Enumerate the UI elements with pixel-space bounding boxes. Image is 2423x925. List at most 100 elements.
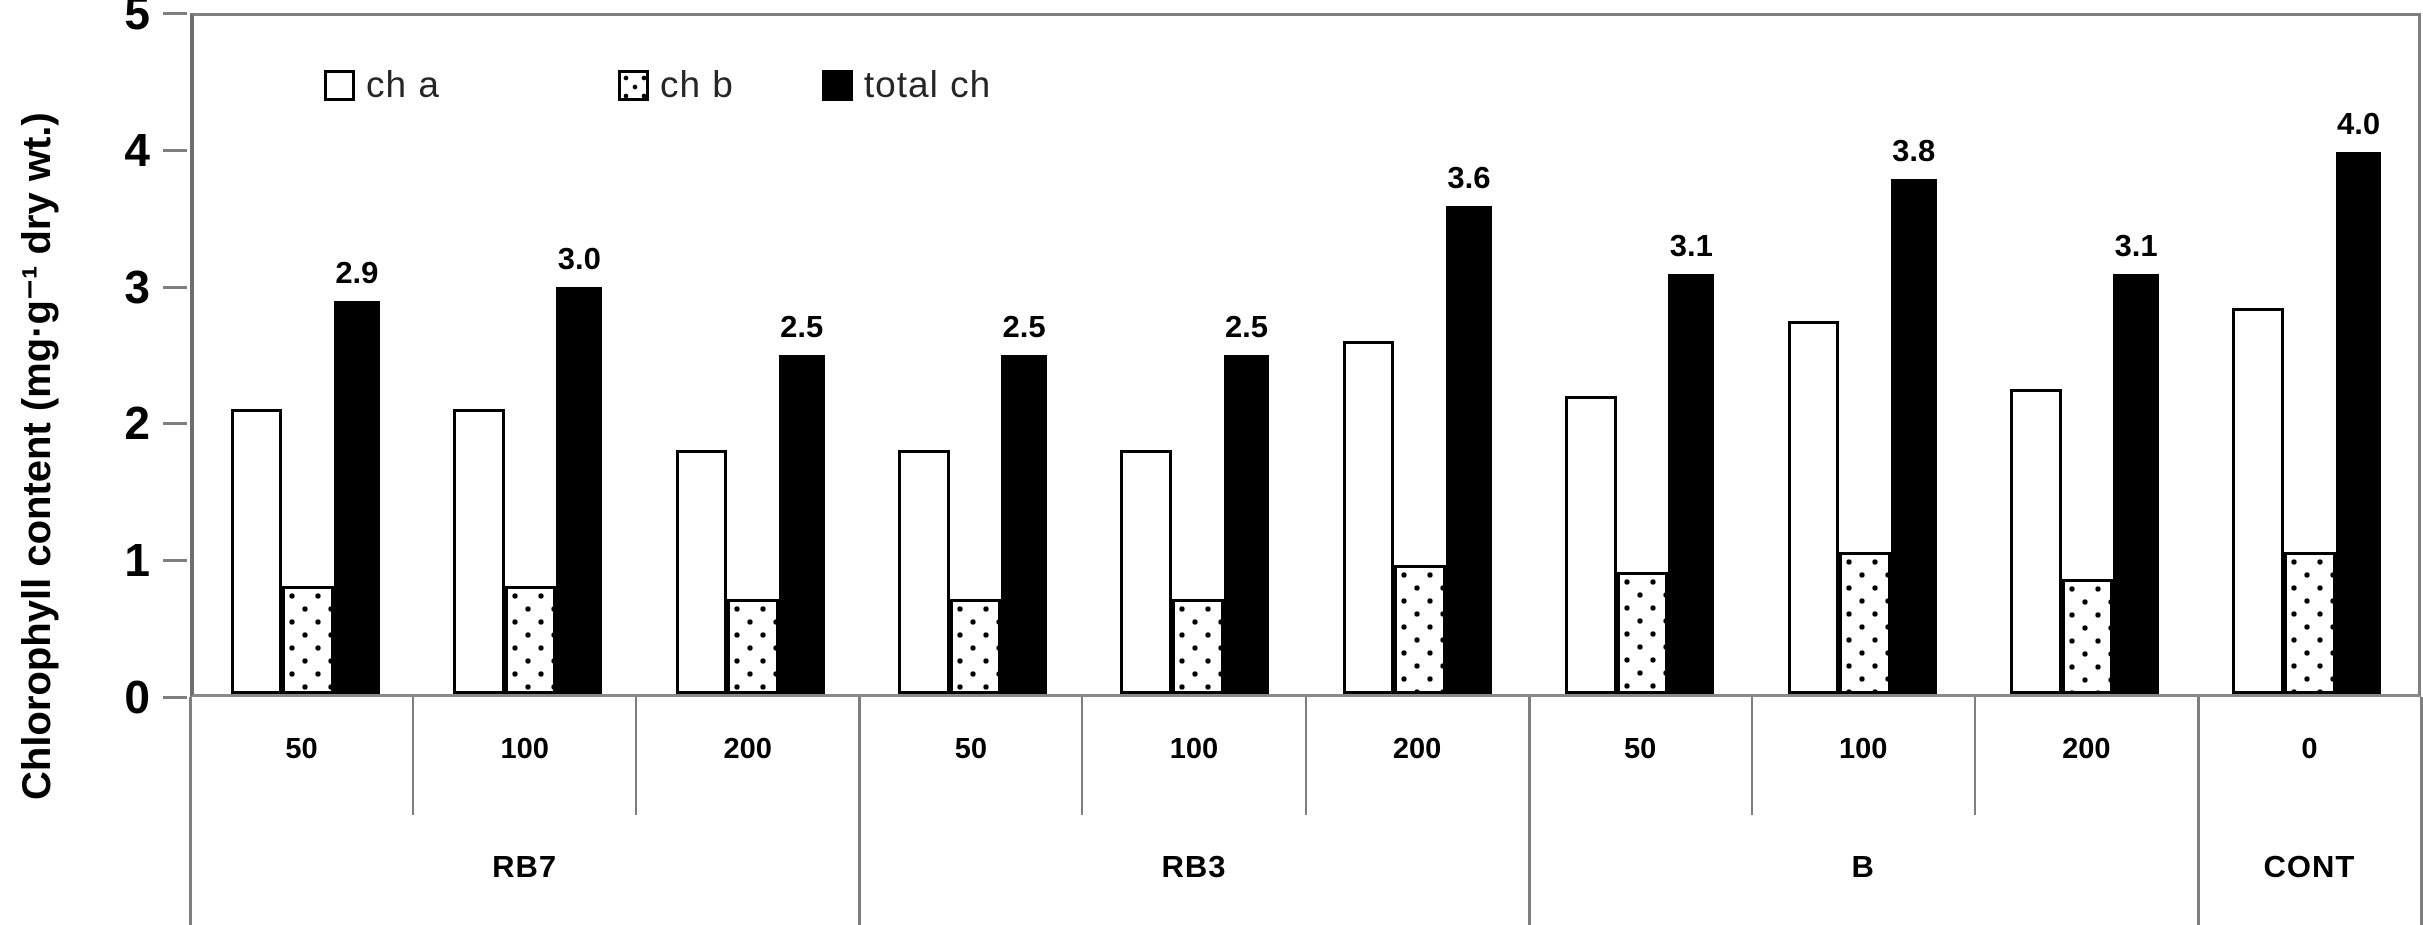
bars-row: 2.9 3.0 2.5 2.5 2.5 3.6 3.1 3.8 3.1 4.0 — [194, 16, 2418, 694]
bar-group-RB3-200: 3.6 — [1342, 16, 1492, 694]
x-tick-label: 50 — [954, 733, 987, 765]
bar-value-label: 3.8 — [1892, 132, 1936, 168]
bar-ch-a — [2232, 307, 2285, 694]
bar-ch-a — [897, 449, 950, 694]
bar-value-label: 3.0 — [557, 241, 601, 277]
group-divider-line — [189, 697, 192, 925]
bar-ch-a — [1342, 341, 1395, 694]
bar-ch-b — [1839, 551, 1891, 694]
bar-slot: 4.0 — [2196, 16, 2418, 694]
bar-ch-b — [949, 599, 1002, 694]
bar-value-label: 3.1 — [2114, 227, 2158, 263]
bar-total-ch: 3.1 — [2113, 228, 2159, 694]
dotted-square-icon — [617, 69, 649, 101]
bar-slot: 2.5 — [1084, 16, 1306, 694]
y-tick-label: 2 — [124, 397, 150, 450]
group-divider-line — [1527, 697, 1531, 925]
legend-label: total ch — [863, 64, 992, 105]
x-tick-label: 100 — [1169, 733, 1219, 765]
bar-total-ch: 3.1 — [1668, 228, 1715, 694]
bar-ch-b — [2061, 578, 2114, 694]
y-tick-mark — [163, 559, 187, 563]
bar-total-ch: 4.0 — [2335, 106, 2382, 694]
bar-group-RB3-100: 2.5 — [1120, 16, 1270, 694]
x-tick-label: 0 — [2301, 733, 2318, 765]
bar-slot: 3.8 — [1751, 16, 1973, 694]
bar-total-ch: 3.6 — [1446, 160, 1492, 694]
bar-value-label: 3.6 — [1447, 159, 1491, 195]
bar-value-label: 2.5 — [1224, 309, 1269, 344]
plot-area: ch a ch b total ch 2.9 3.0 2.5 2.5 2.5 3.6 3.1 3.… — [190, 13, 2421, 697]
bar-ch-b — [1172, 599, 1224, 694]
x-tick-label: 200 — [2062, 733, 2111, 765]
bar-ch-a — [675, 449, 728, 694]
bar-slot: 3.1 — [1528, 16, 1750, 694]
bar-group-B-100: 3.8 — [1787, 16, 1937, 694]
bar-total-ch: 2.5 — [1223, 309, 1270, 694]
bar-ch-b — [282, 585, 335, 694]
bar-slot: 2.5 — [639, 16, 861, 694]
bar-slot: 3.0 — [416, 16, 638, 694]
bar-value-label: 2.9 — [335, 254, 379, 290]
y-tick-label: 3 — [124, 260, 150, 313]
sub-divider-line — [635, 697, 638, 815]
bar-group-B-200: 3.1 — [2009, 16, 2159, 694]
y-tick-mark — [163, 148, 187, 152]
bar-total-ch: 3.0 — [556, 241, 603, 694]
y-tick-label: 5 — [124, 0, 150, 39]
bar-group-RB7-50: 2.9 — [230, 16, 380, 694]
bar-ch-a — [1565, 395, 1617, 694]
legend-item-ch-a: ch a — [324, 64, 440, 106]
bar-total-ch: 3.8 — [1890, 133, 1937, 694]
bar-ch-b — [2284, 551, 2336, 694]
sub-divider-line — [412, 697, 415, 815]
bar-slot: 3.1 — [1973, 16, 2195, 694]
x-group-label-RB3: RB3 — [1161, 849, 1227, 884]
sub-divider-line — [1304, 697, 1307, 815]
bar-ch-b — [1616, 571, 1669, 694]
y-tick-mark — [163, 12, 187, 15]
x-tick-label: 100 — [1839, 733, 1888, 765]
bar-value-label: 2.5 — [780, 309, 824, 344]
bar-value-label: 4.0 — [2336, 105, 2381, 141]
x-tick-label: 200 — [1392, 733, 1442, 765]
x-tick-label: 200 — [723, 733, 772, 765]
bar-total-ch: 2.5 — [1001, 309, 1047, 694]
x-group-label-B: B — [1851, 849, 1875, 884]
bar-slot: 2.5 — [861, 16, 1083, 694]
legend-item-total-ch: total ch — [821, 64, 992, 106]
x-axis-category-table: 50 100 200 50 100 200 50 100 200 0 RB7 RB3 B CONT — [189, 697, 2423, 925]
bar-group-B-50: 3.1 — [1565, 16, 1715, 694]
bar-ch-b — [1394, 565, 1447, 694]
bar-ch-a — [230, 409, 283, 694]
legend-label: ch b — [659, 64, 734, 105]
sub-divider-line — [1750, 697, 1753, 815]
sub-divider-line — [1973, 697, 1976, 815]
group-divider-line — [2196, 697, 2200, 925]
bar-ch-b — [727, 599, 779, 694]
x-group-label-RB7: RB7 — [492, 849, 558, 884]
bar-group-RB7-200: 2.5 — [675, 16, 825, 694]
black-square-icon — [821, 69, 853, 101]
bar-slot: 2.9 — [194, 16, 416, 694]
bar-slot: 3.6 — [1306, 16, 1528, 694]
x-tick-label: 50 — [1624, 733, 1657, 765]
sub-divider-line — [1081, 697, 1084, 815]
legend-item-ch-b: ch b — [617, 64, 734, 106]
group-divider-line — [2420, 697, 2423, 925]
y-tick-label: 1 — [124, 534, 150, 587]
bar-group-RB3-50: 2.5 — [897, 16, 1047, 694]
x-group-label-CONT: CONT — [2263, 849, 2356, 884]
bar-group-CONT-0: 4.0 — [2232, 16, 2382, 694]
y-tick-label: 4 — [124, 123, 150, 176]
x-tick-label: 100 — [500, 733, 549, 765]
bar-value-label: 2.5 — [1002, 309, 1046, 344]
bar-ch-b — [504, 585, 557, 694]
x-tick-label: 50 — [285, 733, 318, 765]
bar-value-label: 3.1 — [1669, 227, 1713, 263]
group-divider-line — [858, 697, 862, 925]
white-square-icon — [324, 69, 355, 101]
bar-ch-a — [1120, 449, 1172, 694]
y-tick-mark — [163, 696, 187, 699]
